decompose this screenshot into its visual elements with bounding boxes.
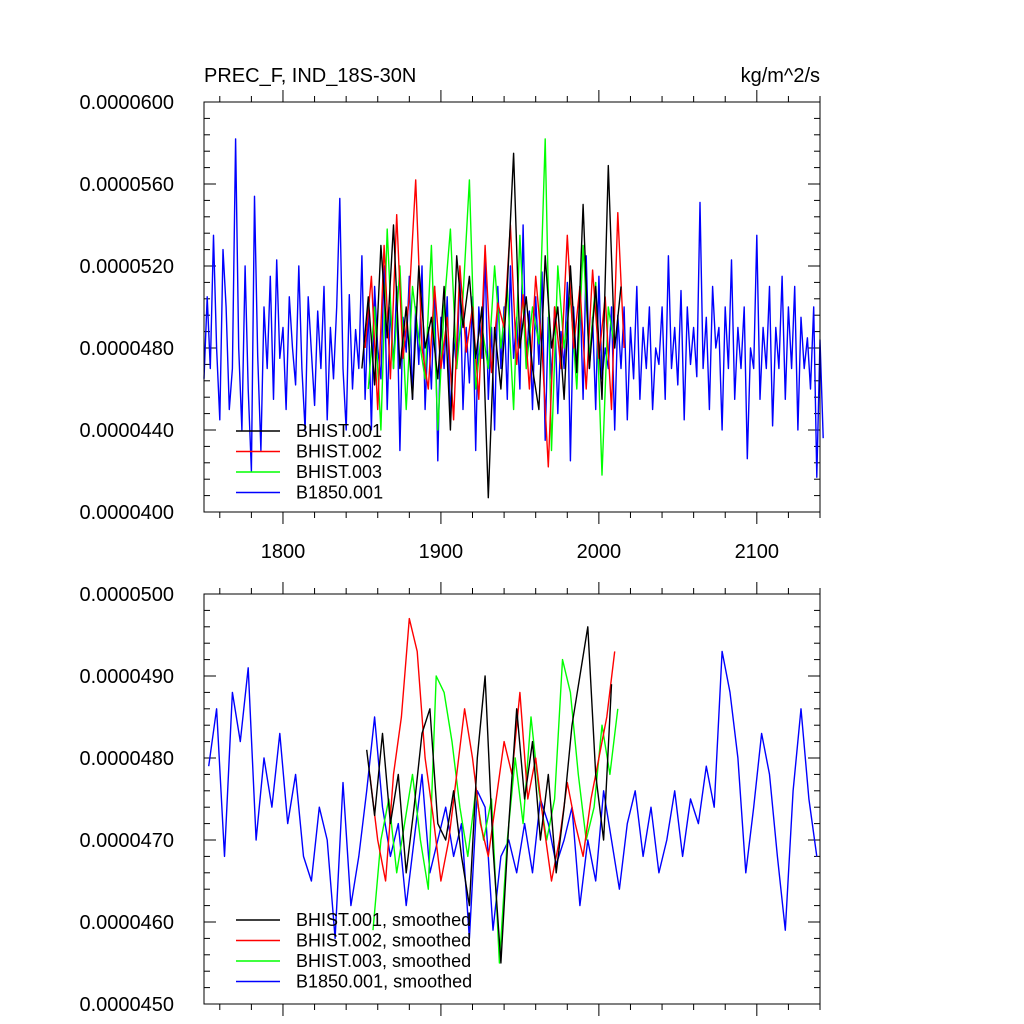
y-tick-labels-bottom: 0.0000450 0.0000460 0.0000470 0.0000480 0.00… — [79, 584, 174, 1016]
y-tick-label: 0.0000560 — [79, 174, 174, 196]
y-tick-label: 0.0000490 — [79, 666, 174, 688]
legend-label: BHIST.002 — [296, 442, 382, 462]
legend-label: B1850.001 — [296, 483, 383, 503]
y-tick-label: 0.0000480 — [79, 748, 174, 770]
y-tick-label: 0.0000480 — [79, 338, 174, 360]
series-line — [361, 152, 622, 499]
y-tick-label: 0.0000400 — [79, 502, 174, 524]
x-tick-label: 2100 — [735, 541, 780, 563]
legend-label: B1850.001, smoothed — [296, 972, 472, 992]
series-lines-bottom — [208, 617, 818, 964]
y-tick-label: 0.0000460 — [79, 912, 174, 934]
y-tick-label: 0.0000450 — [79, 994, 174, 1016]
series-lines-top — [203, 138, 824, 499]
plot-frame-bottom — [203, 593, 821, 1005]
legend-label: BHIST.001 — [296, 421, 382, 441]
legend-label: BHIST.002, smoothed — [296, 931, 471, 951]
units-label: kg/m^2/s — [741, 65, 820, 87]
legend-label: BHIST.001, smoothed — [296, 910, 471, 930]
series-line — [366, 626, 613, 964]
x-tick-labels-top: 1800 1900 2000 2100 — [261, 541, 779, 563]
y-tick-labels-top: 0.0000400 0.0000440 0.0000480 0.0000520 0.00… — [79, 92, 174, 524]
y-tick-label: 0.0000500 — [79, 584, 174, 606]
y-tick-label: 0.0000470 — [79, 830, 174, 852]
series-line — [203, 138, 824, 478]
bottom-panel: 0.0000450 0.0000460 0.0000470 0.0000480 0.00… — [79, 582, 821, 1016]
y-tick-label: 0.0000520 — [79, 256, 174, 278]
x-tick-label: 1900 — [419, 541, 464, 563]
series-line — [208, 650, 818, 940]
y-tick-label: 0.0000600 — [79, 92, 174, 114]
chart-title: PREC_F, IND_18S-30N — [204, 65, 416, 87]
top-panel: PREC_F, IND_18S-30N kg/m^2/s 0.00004000.… — [79, 65, 824, 563]
x-tick-label: 1800 — [261, 541, 306, 563]
plot-frame-top — [203, 101, 821, 513]
y-tick-label: 0.0000440 — [79, 420, 174, 442]
legend-label: BHIST.003 — [296, 462, 382, 482]
x-tick-label: 2000 — [577, 541, 622, 563]
legend-label: BHIST.003, smoothed — [296, 951, 471, 971]
